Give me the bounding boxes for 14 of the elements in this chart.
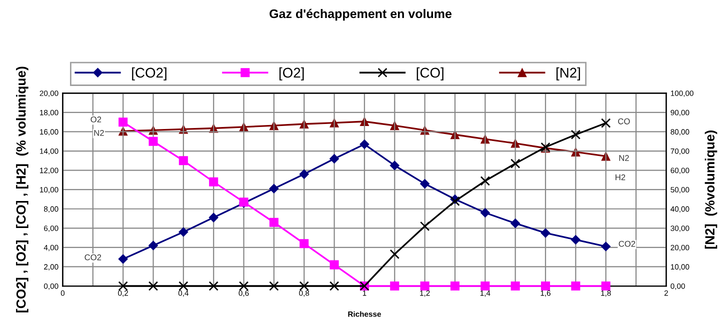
annotation: CO2	[84, 254, 102, 260]
legend-label: [O2]	[279, 67, 304, 80]
annotation: CO2	[618, 240, 636, 247]
chart-title: Gaz d'échappement en volume	[270, 8, 452, 21]
legend-label: [CO2]	[132, 67, 166, 80]
annotation: O2	[90, 116, 102, 122]
y-axis-title: [CO2] , [O2] , [CO] , [H2] (% volumique)	[16, 66, 28, 312]
legend-label: [N2]	[556, 67, 580, 80]
legend-label: [CO]	[416, 67, 444, 80]
annotation: N2	[619, 155, 629, 161]
y2-axis-title: [N2] (%volumique)	[704, 130, 718, 249]
annotation: N2	[94, 130, 104, 136]
annotation: H2	[616, 174, 626, 180]
annotation: CO	[618, 118, 630, 124]
